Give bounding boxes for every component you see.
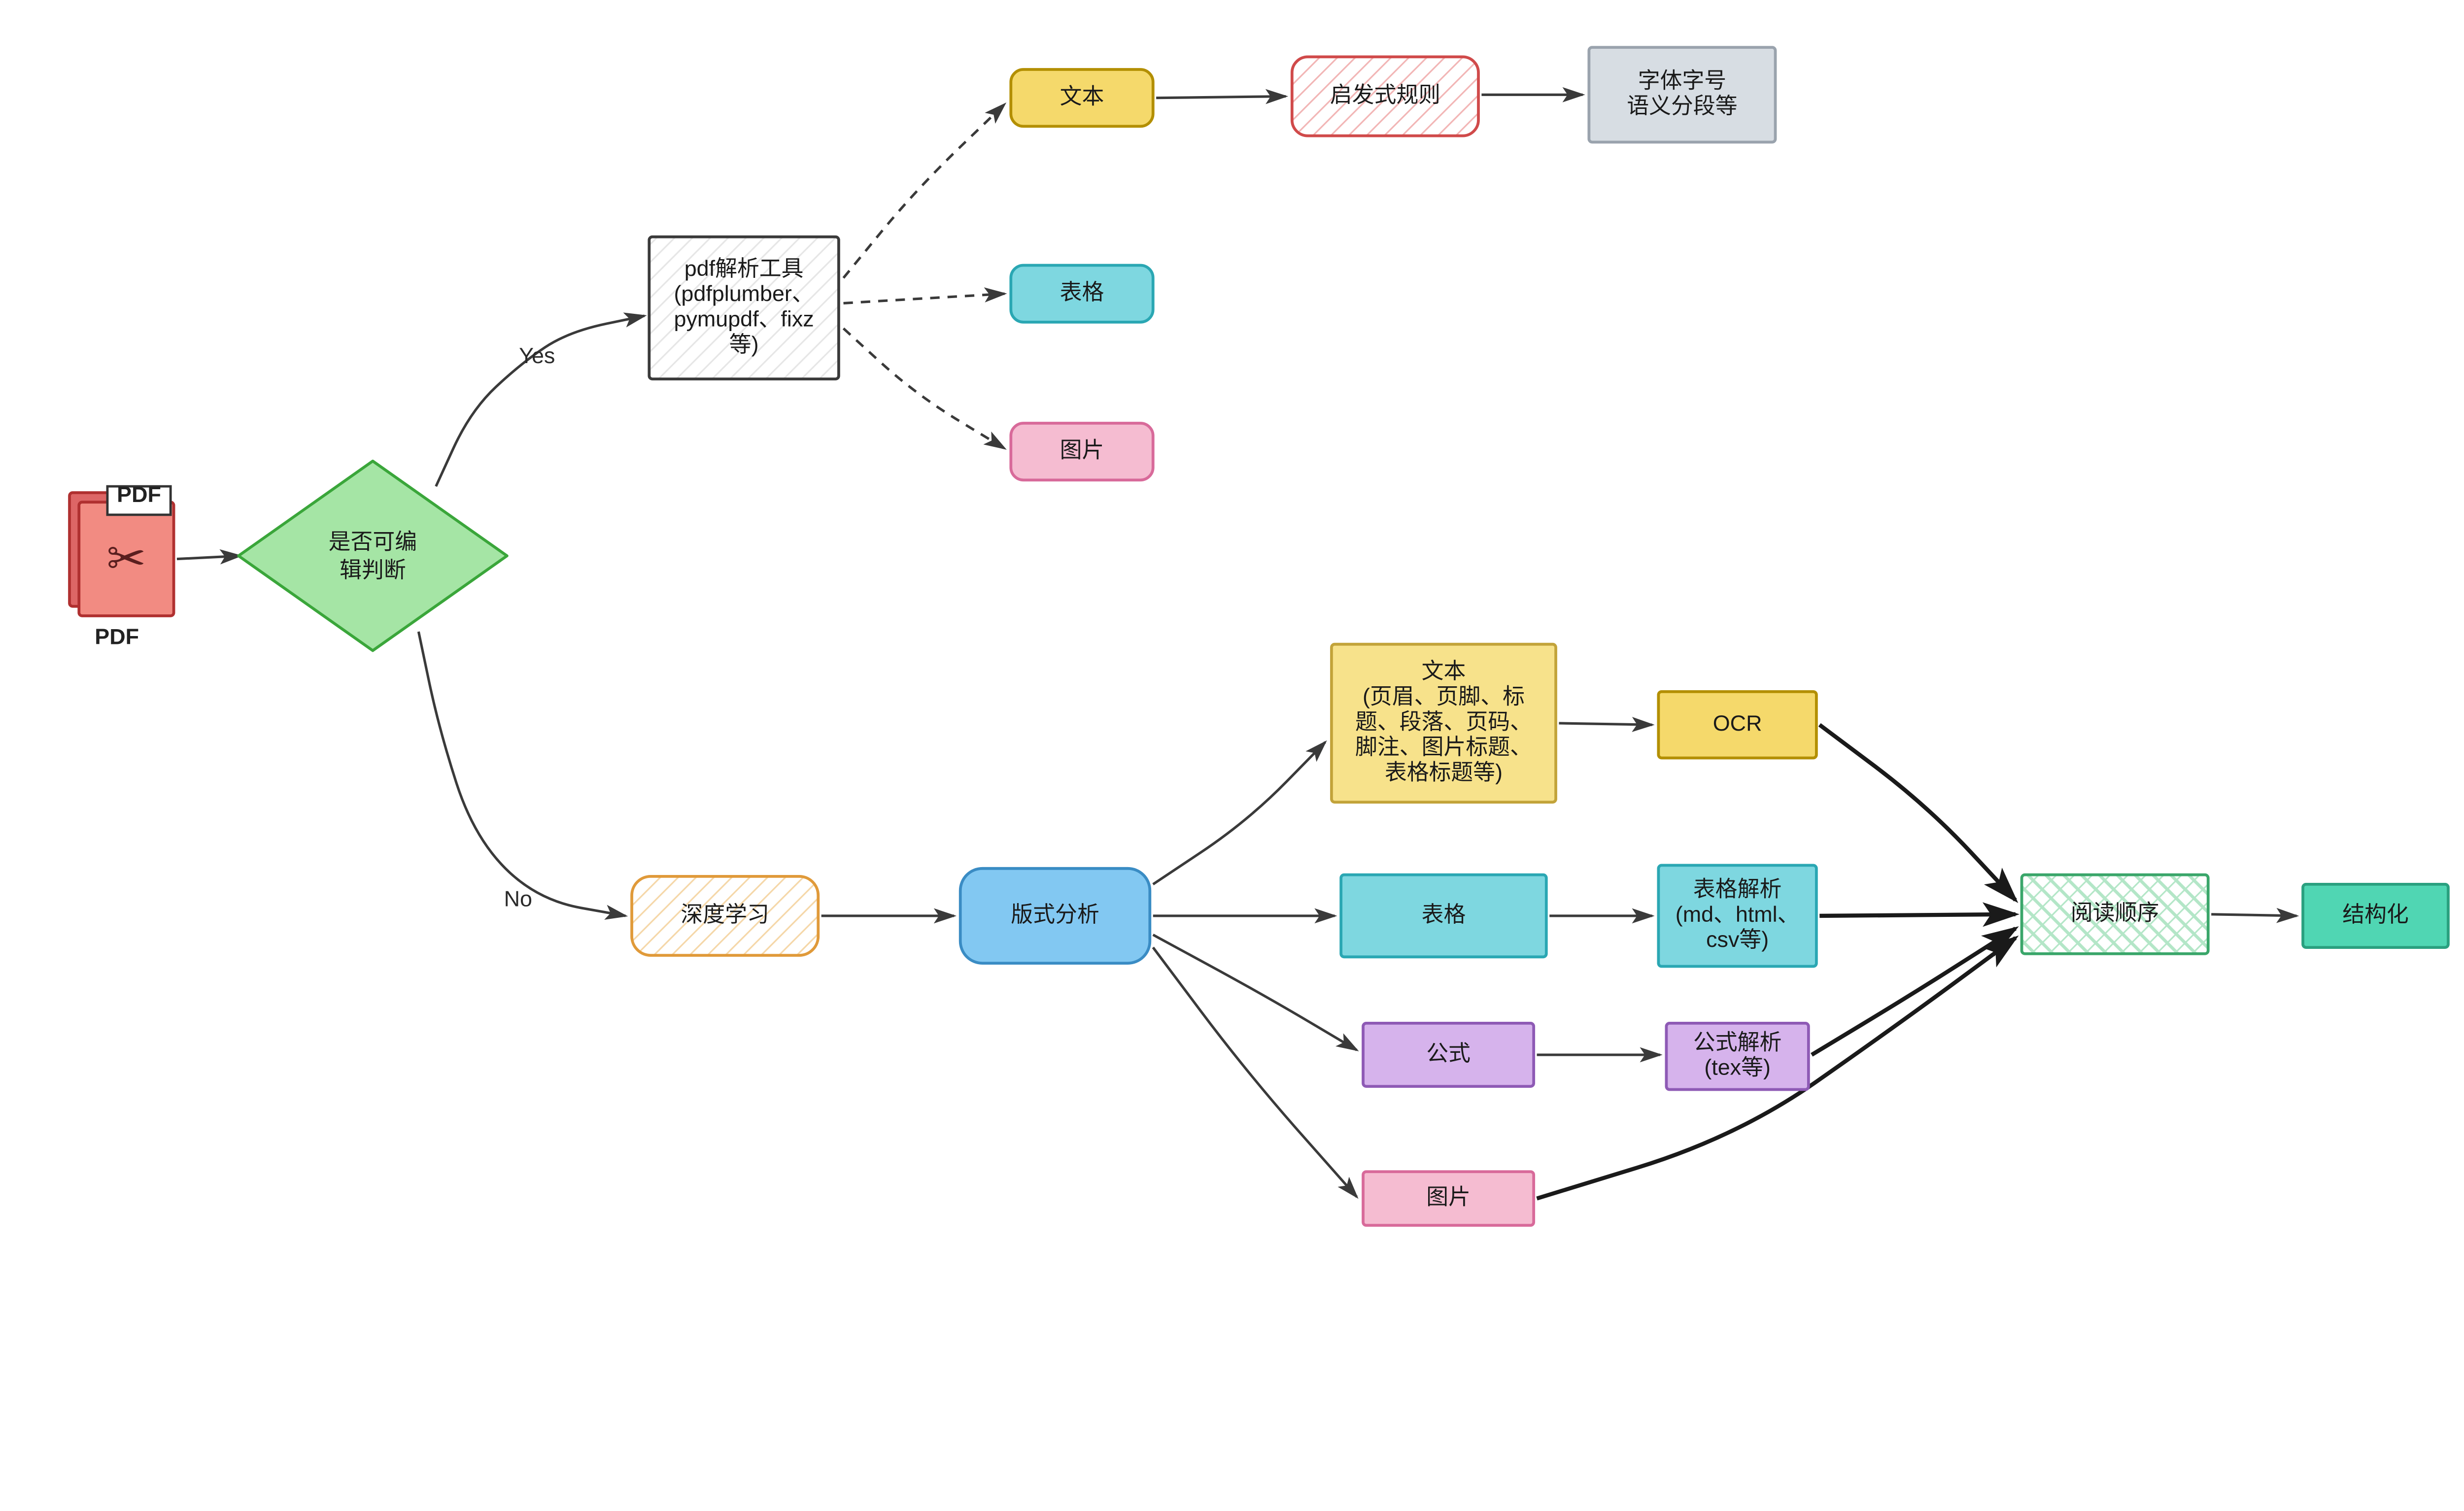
node-text2: 文本(页眉、页脚、标题、段落、页码、脚注、图片标题、表格标题等) <box>1332 644 1556 803</box>
node-decision: 是否可编辑判断 <box>239 461 507 651</box>
node-struct: 结构化 <box>2303 884 2448 947</box>
node-ocr-label-line0: OCR <box>1713 710 1762 736</box>
node-formula-label-line0: 公式 <box>1426 1041 1471 1066</box>
node-text2-label-line0: 文本 <box>1422 658 1466 683</box>
node-formula_parse-label-line1: (tex等) <box>1704 1055 1771 1080</box>
edge-formula_parse-read_order <box>1812 929 2015 1055</box>
edge-pdf_tools-table1 <box>844 294 1005 303</box>
edge-decision-deep <box>418 632 625 916</box>
node-table2: 表格 <box>1341 875 1546 957</box>
node-pdf_tools-label-line3: 等) <box>729 332 759 357</box>
node-layout-label-line0: 版式分析 <box>1011 902 1099 927</box>
edge-layout-text2 <box>1153 742 1325 884</box>
flowchart-canvas: Yes No PDF ✂ PDF 是否可编辑判断 pdf解析工具(pdfplumber、py… <box>0 0 2464 1235</box>
edge-decision-pdf_tools <box>436 316 645 486</box>
node-pdf: PDF ✂ PDF <box>69 482 174 649</box>
edge-label-decision-deep: No <box>504 886 532 911</box>
node-pdf_tools-label-line1: (pdfplumber、 <box>674 281 814 306</box>
edge-label-decision-pdf_tools: Yes <box>519 343 555 368</box>
edge-layout-formula <box>1153 935 1357 1050</box>
node-deep: 深度学习 <box>632 876 818 955</box>
node-text2-label-line3: 脚注、图片标题、 <box>1355 734 1532 759</box>
node-table_parse-label-line0: 表格解析 <box>1693 876 1781 902</box>
node-text2-label-line1: (页眉、页脚、标 <box>1363 684 1525 709</box>
node-decision-label-line1: 辑判断 <box>340 557 406 582</box>
node-table2-label-line0: 表格 <box>1422 902 1466 927</box>
node-heuristic: 启发式规则 <box>1292 57 1478 135</box>
node-pdf_tools-label-line2: pymupdf、fixz <box>674 306 814 331</box>
node-decision-label-line0: 是否可编 <box>329 529 417 554</box>
node-formula: 公式 <box>1363 1023 1534 1086</box>
node-table1-label-line0: 表格 <box>1060 279 1104 304</box>
node-formula_parse: 公式解析(tex等) <box>1666 1023 1808 1090</box>
node-heuristic-label-line0: 启发式规则 <box>1330 82 1440 107</box>
node-text1-label-line0: 文本 <box>1060 84 1104 109</box>
edge-pdf_tools-text1 <box>844 104 1005 278</box>
edge-pdf_tools-image1 <box>844 329 1005 449</box>
edge-text1-heuristic <box>1156 97 1286 98</box>
edge-ocr-read_order <box>1819 725 2015 900</box>
edge-table_parse-read_order <box>1819 914 2015 916</box>
node-read_order-label-line0: 阅读顺序 <box>2071 900 2159 925</box>
pdf-icon-glyph: ✂ <box>106 533 146 585</box>
node-layout: 版式分析 <box>960 869 1150 963</box>
edge-layout-image2 <box>1153 947 1357 1197</box>
node-deep-label-line0: 深度学习 <box>681 902 769 927</box>
node-image1: 图片 <box>1011 423 1153 480</box>
node-image2-label-line0: 图片 <box>1426 1184 1471 1209</box>
node-image2: 图片 <box>1363 1172 1534 1225</box>
node-table1: 表格 <box>1011 265 1153 322</box>
pdf-badge-text: PDF <box>117 482 161 507</box>
node-read_order: 阅读顺序 <box>2022 875 2208 954</box>
node-table_parse-label-line2: csv等) <box>1706 927 1769 952</box>
edge-pdf-decision <box>177 556 240 559</box>
node-text1: 文本 <box>1011 69 1153 126</box>
node-table_parse: 表格解析(md、html、csv等) <box>1658 865 1816 966</box>
node-pdf_tools: pdf解析工具(pdfplumber、pymupdf、fixz等) <box>649 237 839 379</box>
node-text2-label-line4: 表格标题等) <box>1385 759 1503 784</box>
node-image1-label-line0: 图片 <box>1060 437 1104 463</box>
pdf-label: PDF <box>95 624 139 649</box>
node-table_parse-label-line1: (md、html、 <box>1676 902 1800 927</box>
node-formula_parse-label-line0: 公式解析 <box>1693 1029 1781 1054</box>
node-pdf_tools-label-line0: pdf解析工具 <box>684 256 804 281</box>
node-font_sem: 字体字号语义分段等 <box>1589 47 1775 142</box>
edge-text2-ocr <box>1559 723 1652 725</box>
node-font_sem-label-line1: 语义分段等 <box>1627 93 1737 118</box>
node-text2-label-line2: 题、段落、页码、 <box>1355 709 1532 734</box>
node-ocr: OCR <box>1658 692 1816 758</box>
edge-read_order-struct <box>2211 914 2296 916</box>
node-struct-label-line0: 结构化 <box>2342 902 2409 927</box>
node-font_sem-label-line0: 字体字号 <box>1638 68 1726 93</box>
